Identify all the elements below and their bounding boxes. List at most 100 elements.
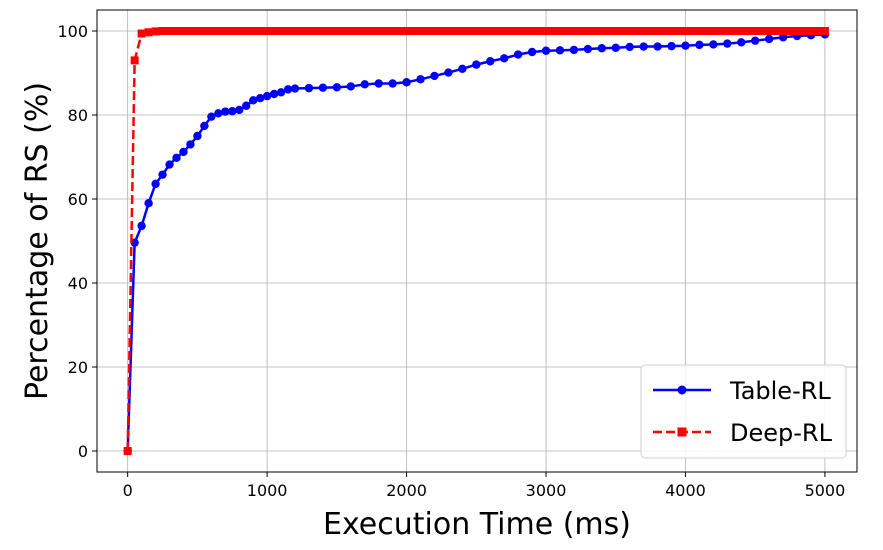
data-point bbox=[332, 83, 342, 92]
data-point bbox=[458, 64, 467, 74]
data-point bbox=[430, 27, 439, 35]
data-point bbox=[667, 27, 676, 35]
data-point bbox=[228, 107, 237, 116]
data-point bbox=[604, 27, 613, 35]
data-point bbox=[597, 44, 607, 53]
data-point bbox=[779, 27, 788, 35]
data-point bbox=[800, 27, 809, 35]
data-point bbox=[165, 160, 174, 169]
data-point bbox=[737, 38, 746, 47]
data-point bbox=[276, 88, 286, 97]
data-point bbox=[339, 27, 348, 35]
data-point bbox=[660, 27, 669, 35]
data-point bbox=[716, 27, 725, 35]
y-tick-label: 20 bbox=[68, 358, 88, 377]
data-point bbox=[653, 27, 662, 35]
data-point bbox=[158, 170, 167, 179]
data-point bbox=[758, 27, 767, 35]
data-point bbox=[820, 27, 829, 35]
data-point bbox=[709, 40, 718, 49]
data-point bbox=[576, 27, 585, 35]
data-point bbox=[632, 27, 641, 35]
data-point bbox=[137, 221, 146, 231]
legend-marker bbox=[677, 385, 687, 395]
data-point bbox=[235, 105, 244, 115]
data-point bbox=[291, 27, 300, 35]
x-axis-label: Execution Time (ms) bbox=[323, 507, 631, 542]
data-point bbox=[793, 27, 802, 35]
data-point bbox=[744, 27, 753, 35]
data-point bbox=[430, 71, 439, 81]
y-tick-label: 60 bbox=[68, 190, 88, 209]
data-point bbox=[723, 39, 732, 48]
data-point bbox=[409, 27, 418, 35]
data-point bbox=[360, 27, 369, 35]
data-point bbox=[200, 121, 209, 131]
data-point bbox=[555, 27, 564, 35]
data-point bbox=[751, 36, 760, 45]
data-point bbox=[193, 27, 202, 35]
x-tick-label: 5000 bbox=[805, 481, 846, 500]
data-point bbox=[255, 94, 265, 103]
data-point bbox=[486, 57, 495, 66]
data-point bbox=[528, 27, 537, 35]
legend-label: Deep-RL bbox=[730, 419, 833, 447]
data-point bbox=[262, 91, 272, 101]
data-point bbox=[263, 27, 272, 35]
data-point bbox=[158, 27, 167, 35]
data-point bbox=[277, 27, 286, 35]
data-point bbox=[813, 27, 822, 35]
data-point bbox=[688, 27, 697, 35]
data-point bbox=[723, 27, 732, 35]
data-point bbox=[765, 27, 774, 35]
data-point bbox=[709, 27, 718, 35]
data-point bbox=[611, 27, 620, 35]
data-point bbox=[249, 27, 258, 35]
data-point bbox=[507, 27, 516, 35]
data-point bbox=[451, 27, 460, 35]
data-point bbox=[499, 54, 509, 63]
data-point bbox=[695, 40, 704, 50]
legend-item: Table-RL bbox=[653, 377, 831, 405]
data-point bbox=[486, 27, 495, 35]
data-point bbox=[144, 28, 153, 37]
data-point bbox=[569, 45, 579, 55]
data-point bbox=[423, 27, 432, 35]
data-point bbox=[221, 27, 230, 35]
data-point bbox=[681, 41, 690, 50]
data-point bbox=[597, 27, 606, 35]
data-point bbox=[207, 112, 216, 121]
y-tick-label: 80 bbox=[68, 106, 88, 125]
y-tick-label: 0 bbox=[78, 442, 88, 461]
data-point bbox=[674, 27, 683, 35]
data-point bbox=[402, 27, 411, 35]
data-point bbox=[542, 27, 551, 35]
data-point bbox=[179, 147, 188, 157]
legend-items: Table-RL Deep-RL bbox=[653, 377, 833, 447]
x-tick-label: 1000 bbox=[247, 481, 288, 500]
data-point bbox=[235, 27, 244, 35]
data-point bbox=[737, 27, 746, 35]
data-point bbox=[207, 27, 216, 35]
data-point bbox=[437, 27, 446, 35]
data-point bbox=[381, 27, 390, 35]
data-point bbox=[514, 27, 523, 35]
data-point bbox=[270, 27, 279, 35]
x-tick-label: 2000 bbox=[386, 481, 427, 500]
data-point bbox=[402, 78, 411, 87]
data-point bbox=[541, 46, 551, 55]
data-point bbox=[388, 27, 397, 35]
series-deep-rl bbox=[123, 27, 829, 455]
data-point bbox=[130, 56, 139, 65]
data-point bbox=[667, 41, 676, 51]
data-point bbox=[228, 27, 237, 35]
data-point bbox=[646, 27, 655, 35]
data-point bbox=[242, 27, 251, 35]
legend-marker bbox=[677, 427, 687, 437]
data-point bbox=[367, 27, 376, 35]
data-point bbox=[479, 27, 488, 35]
data-point bbox=[325, 27, 334, 35]
data-point bbox=[151, 179, 160, 189]
data-point bbox=[611, 43, 620, 52]
